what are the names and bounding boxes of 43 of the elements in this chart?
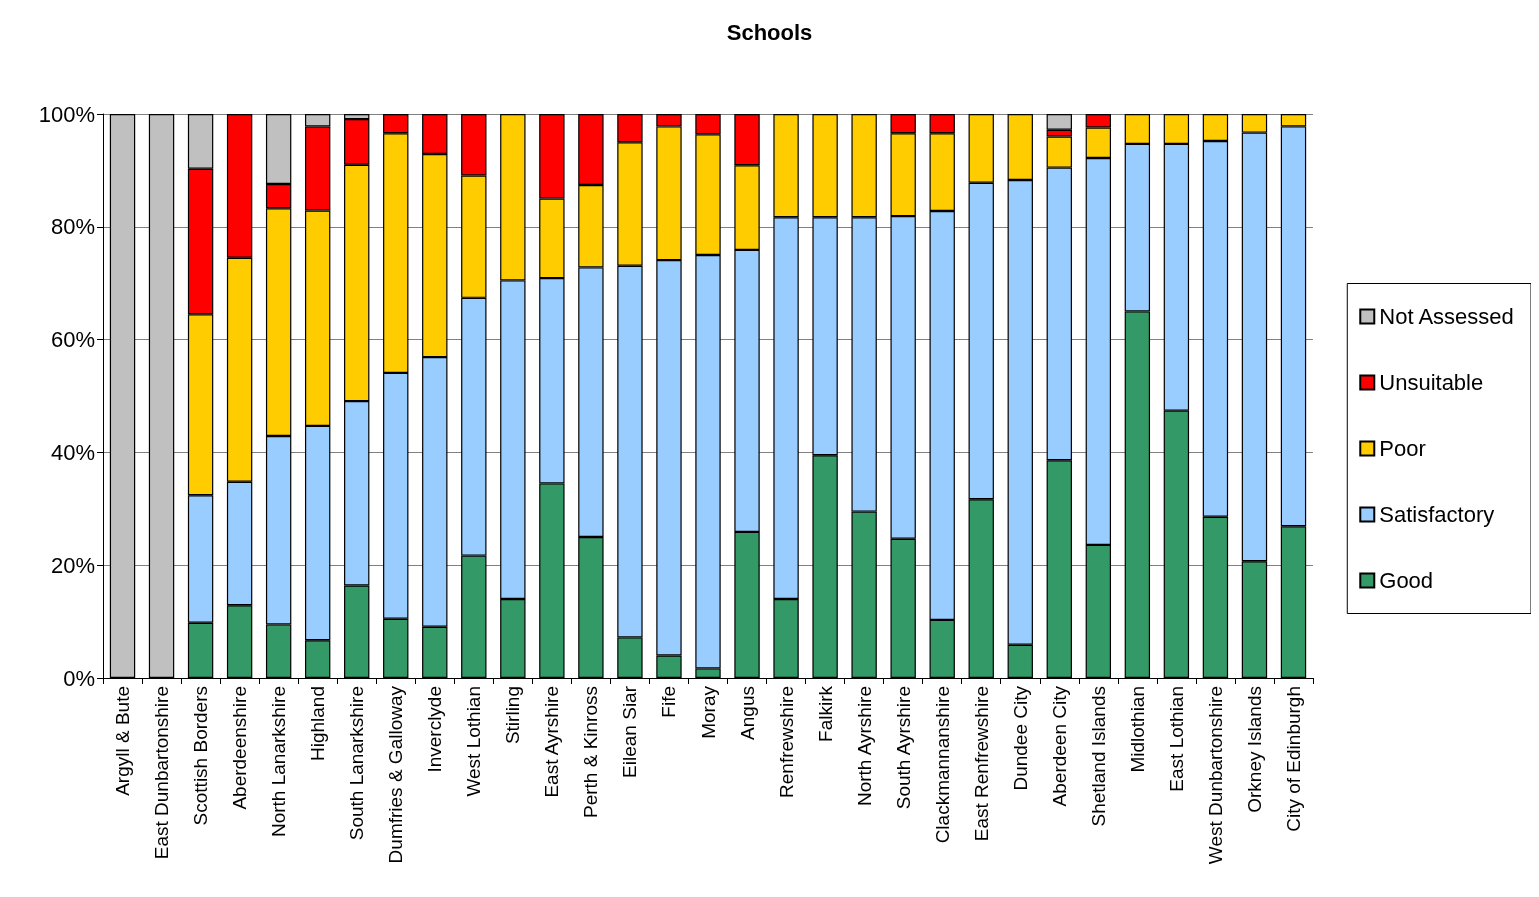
y-tick-label: 40%	[50, 439, 95, 465]
x-tick-label: Stirling	[502, 686, 524, 745]
x-tick-label: West Dunbartonshire	[1204, 686, 1226, 865]
x-tick-label: Angus	[736, 686, 758, 740]
x-tick-label: Orkney Islands	[1243, 686, 1265, 813]
x-tick-label: West Lothian	[463, 686, 485, 797]
x-tick-label: East Dunbartonshire	[151, 686, 173, 860]
y-tick-label: 100%	[38, 101, 95, 127]
legend-label: Satisfactory	[1379, 502, 1495, 527]
x-tick-label: City of Edinburgh	[1282, 686, 1304, 832]
x-tick-label: Falkirk	[814, 685, 836, 742]
x-tick-label: Aberdeen City	[1048, 685, 1070, 807]
x-tick-label: Scottish Borders	[190, 686, 212, 826]
x-tick-label: Perth & Kinross	[580, 686, 602, 818]
chart-title: Schools	[726, 19, 813, 45]
x-tick-label: South Lanarkshire	[346, 686, 368, 841]
legend-label: Good	[1379, 568, 1434, 593]
x-tick-label: East Ayrshire	[541, 686, 563, 798]
x-tick-label: Dumfries & Galloway	[385, 685, 407, 864]
x-tick-label: South Ayrshire	[892, 686, 914, 810]
x-tick-label: North Lanarkshire	[268, 686, 290, 838]
x-tick-label: Aberdeenshire	[229, 686, 251, 810]
x-tick-label: Argyll & Bute	[112, 686, 134, 796]
x-tick-label: Highland	[307, 686, 329, 761]
x-tick-label: East Lothian	[1165, 686, 1187, 792]
legend-label: Unsuitable	[1379, 370, 1484, 395]
x-tick-label: Fife	[658, 686, 680, 718]
legend-label: Poor	[1379, 436, 1426, 461]
x-tick-label: Midlothian	[1126, 686, 1148, 773]
x-tick-label: Eilean Siar	[619, 685, 641, 778]
x-tick-label: North Ayrshire	[853, 686, 875, 807]
y-tick-label: 60%	[50, 327, 95, 353]
x-tick-label: East Renfrewshire	[970, 686, 992, 842]
y-tick-label: 20%	[50, 552, 95, 578]
y-tick-label: 80%	[50, 214, 95, 240]
x-tick-label: Dundee City	[1009, 685, 1031, 791]
x-tick-label: Shetland Islands	[1087, 686, 1109, 827]
y-tick-label: 0%	[63, 665, 95, 691]
x-tick-label: Clackmannanshire	[931, 686, 953, 844]
x-tick-label: Moray	[697, 685, 719, 739]
x-tick-label: Inverclyde	[424, 686, 446, 773]
x-tick-label: Renfrewshire	[775, 686, 797, 798]
legend-label: Not Assessed	[1379, 304, 1514, 329]
